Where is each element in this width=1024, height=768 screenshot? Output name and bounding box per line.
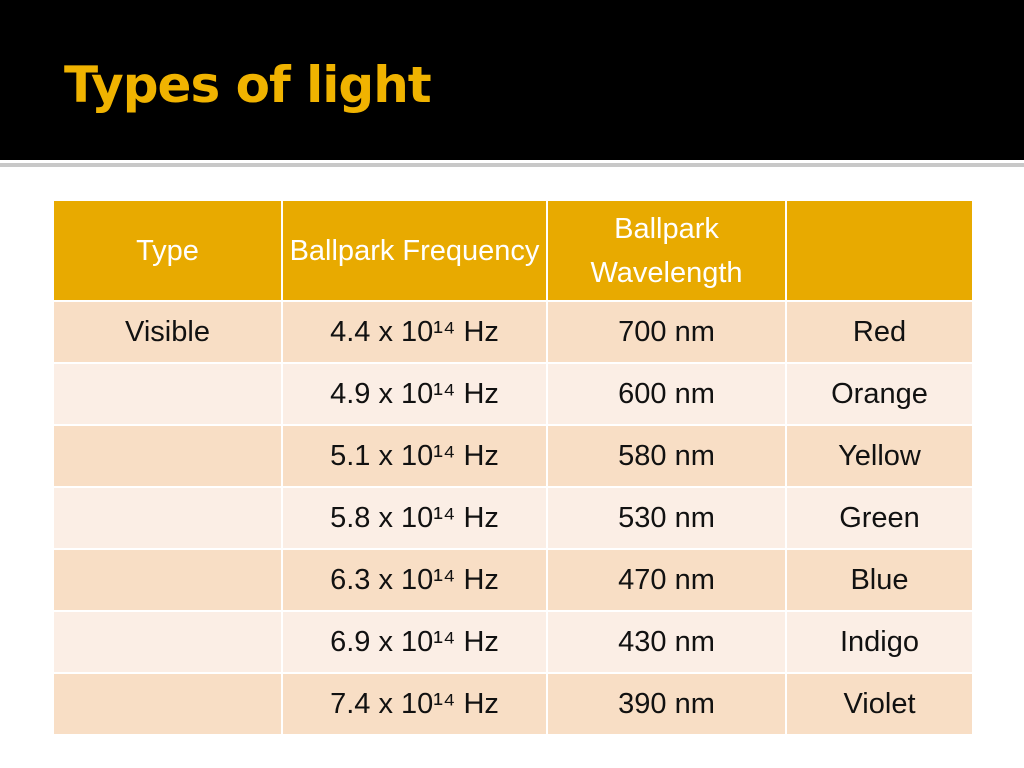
table-row: 6.3 x 10¹⁴ Hz 470 nm Blue [52, 548, 974, 612]
cell-color: Red [785, 300, 974, 364]
cell-color: Yellow [785, 424, 974, 488]
cell-blank [52, 548, 283, 612]
light-table: Type Ballpark Frequency Ballpark Wavelengt… [52, 199, 974, 736]
cell-color: Green [785, 486, 974, 550]
cell-type: Visible [52, 300, 283, 364]
cell-wavelength: 600 nm [546, 362, 787, 426]
cell-color: Orange [785, 362, 974, 426]
cell-frequency: 4.9 x 10¹⁴ Hz [281, 362, 548, 426]
cell-frequency: 4.4 x 10¹⁴ Hz [281, 300, 548, 364]
cell-wavelength: 530 nm [546, 486, 787, 550]
title-bar: Types of light [0, 0, 1024, 160]
cell-blank [52, 486, 283, 550]
table-row: 4.9 x 10¹⁴ Hz 600 nm Orange [52, 362, 974, 426]
column-header: Ballpark Wavelength [546, 199, 787, 302]
cell-wavelength: 390 nm [546, 672, 787, 736]
table-row: 5.8 x 10¹⁴ Hz 530 nm Green [52, 486, 974, 550]
divider [0, 163, 1024, 167]
table-body: Visible 4.4 x 10¹⁴ Hz 700 nm Red 4.9 x 10¹⁴ … [52, 300, 974, 736]
cell-blank [52, 610, 283, 674]
cell-frequency: 5.1 x 10¹⁴ Hz [281, 424, 548, 488]
column-header: Ballpark Frequency [281, 199, 548, 302]
cell-blank [52, 672, 283, 736]
cell-blank [52, 362, 283, 426]
table-row: 7.4 x 10¹⁴ Hz 390 nm Violet [52, 672, 974, 736]
header-row: Type Ballpark Frequency Ballpark Wavelengt… [52, 199, 974, 302]
cell-wavelength: 470 nm [546, 548, 787, 612]
slide-title: Types of light [64, 56, 432, 114]
cell-wavelength: 430 nm [546, 610, 787, 674]
cell-wavelength: 700 nm [546, 300, 787, 364]
table-row: Visible 4.4 x 10¹⁴ Hz 700 nm Red [52, 300, 974, 364]
cell-color: Blue [785, 548, 974, 612]
table-row: 6.9 x 10¹⁴ Hz 430 nm Indigo [52, 610, 974, 674]
cell-frequency: 6.9 x 10¹⁴ Hz [281, 610, 548, 674]
cell-frequency: 7.4 x 10¹⁴ Hz [281, 672, 548, 736]
cell-color: Indigo [785, 610, 974, 674]
cell-frequency: 5.8 x 10¹⁴ Hz [281, 486, 548, 550]
cell-blank [52, 424, 283, 488]
table-row: 5.1 x 10¹⁴ Hz 580 nm Yellow [52, 424, 974, 488]
cell-wavelength: 580 nm [546, 424, 787, 488]
column-header-blank [785, 199, 974, 302]
column-header: Type [52, 199, 283, 302]
cell-frequency: 6.3 x 10¹⁴ Hz [281, 548, 548, 612]
cell-color: Violet [785, 672, 974, 736]
